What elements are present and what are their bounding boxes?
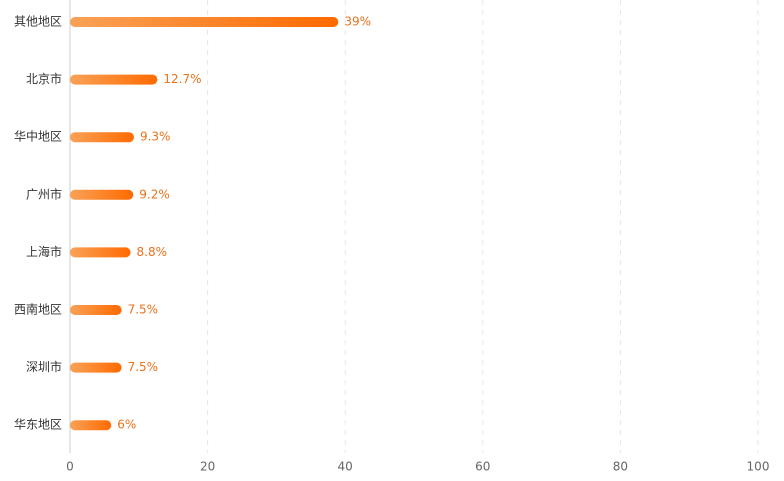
y-tick-label: 深圳市 (26, 359, 62, 374)
x-tick-label: 100 (747, 460, 770, 474)
y-tick-label: 广州市 (26, 186, 62, 201)
bar (70, 420, 112, 431)
bar (70, 74, 158, 85)
y-tick-label: 华中地区 (14, 129, 62, 144)
value-label: 6% (117, 418, 136, 432)
bar (70, 132, 134, 143)
x-tick-label: 40 (338, 460, 353, 474)
value-label: 7.5% (128, 303, 159, 317)
x-tick-label: 60 (475, 460, 490, 474)
bar (70, 17, 339, 27)
bar (70, 189, 134, 200)
y-tick-label: 西南地区 (14, 302, 62, 317)
x-tick-label: 80 (613, 460, 628, 474)
y-tick-label: 北京市 (26, 71, 62, 86)
y-tick-label: 华东地区 (14, 418, 62, 432)
bar (70, 247, 131, 258)
bar (70, 362, 122, 373)
y-tick-label: 其他地区 (14, 15, 62, 29)
value-label: 9.3% (140, 130, 171, 144)
value-label: 7.5% (128, 360, 159, 374)
y-tick-label: 上海市 (26, 244, 62, 259)
value-label: 39% (344, 15, 371, 29)
x-tick-label: 0 (66, 460, 74, 474)
x-tick-label: 20 (200, 460, 215, 474)
value-label: 8.8% (137, 245, 168, 259)
value-label: 12.7% (163, 72, 201, 86)
value-label: 9.2% (139, 187, 170, 201)
bar (70, 305, 122, 315)
